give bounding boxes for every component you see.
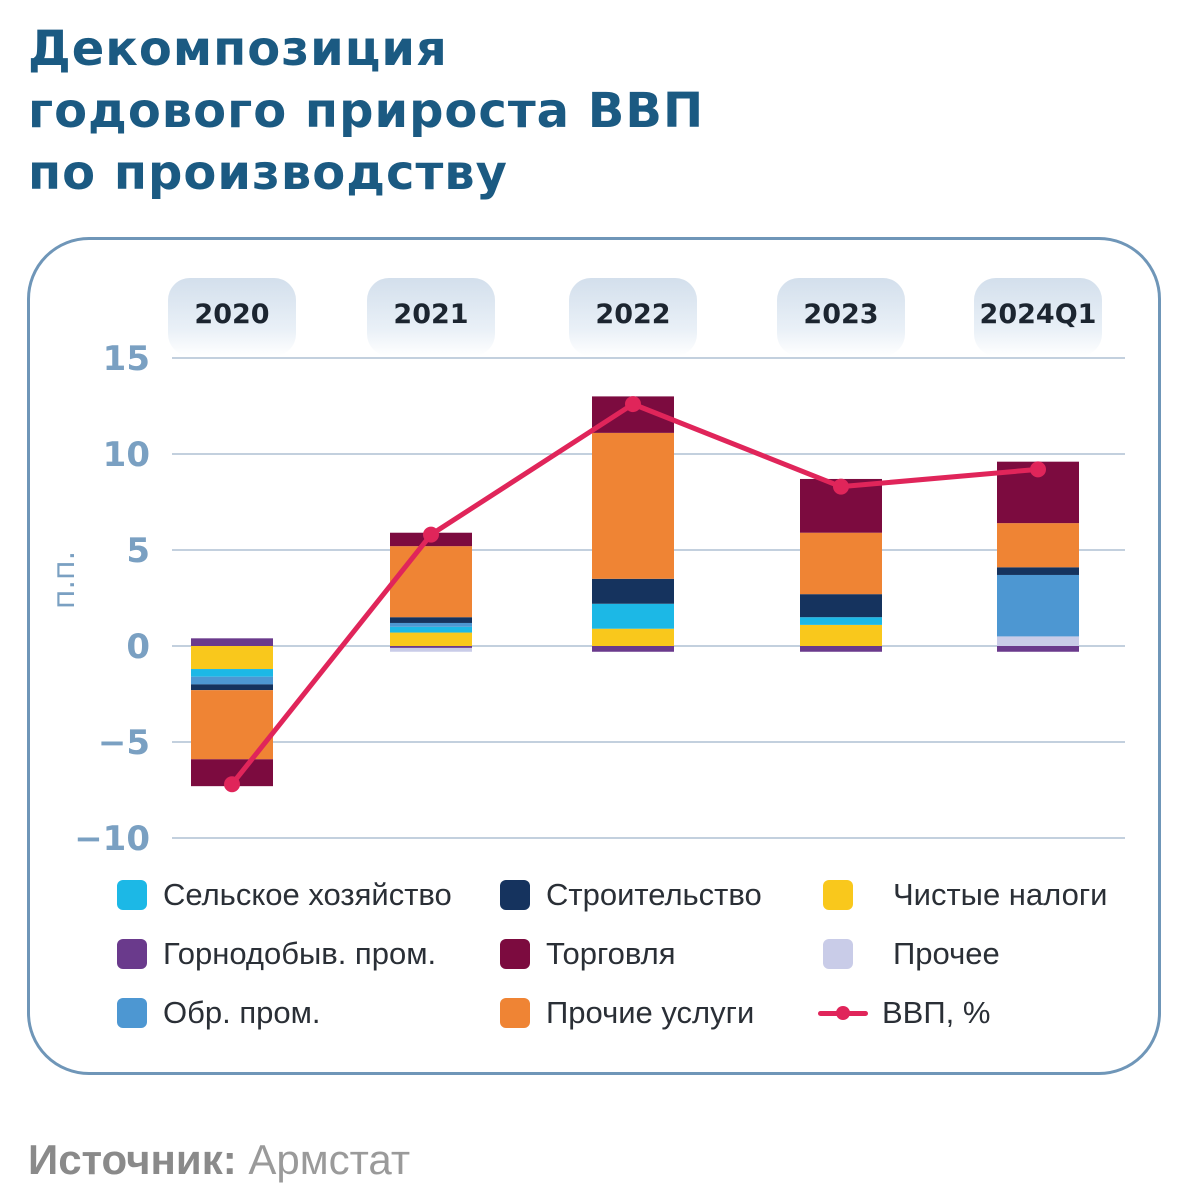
title-line-2: годового прироста ВВП <box>28 83 705 139</box>
category-label: 2021 <box>393 299 468 330</box>
bar-segment-manufacturing <box>997 574 1079 637</box>
gdp-point <box>224 776 240 793</box>
bar-segment-construction <box>592 578 674 604</box>
bar-segment-other <box>390 647 472 652</box>
bar-segment-mining <box>592 646 674 652</box>
category-tab <box>367 278 495 356</box>
category-tab <box>168 278 296 356</box>
bar-segment-other <box>997 636 1079 646</box>
category-label: 2022 <box>595 299 670 330</box>
bar-segment-mining <box>390 646 472 648</box>
bar-segment-net_taxes <box>800 624 882 646</box>
bar-segment-services <box>592 432 674 579</box>
bar-segment-manufacturing <box>390 622 472 627</box>
category-tab <box>974 278 1102 356</box>
bar-segment-services <box>800 532 882 595</box>
title-line-3: по производству <box>28 145 508 201</box>
y-tick-label: 0 <box>126 627 150 667</box>
gdp-point <box>1030 461 1046 478</box>
bar-segment-net_taxes <box>592 628 674 646</box>
bar-segment-mining <box>997 646 1079 652</box>
bar-segment-agriculture <box>592 603 674 629</box>
bar-segment-net_taxes <box>191 646 273 670</box>
source-value: Армстат <box>248 1136 411 1183</box>
bar-segment-services <box>997 523 1079 568</box>
y-tick-label: −10 <box>74 819 150 859</box>
y-tick-label: 10 <box>103 435 150 475</box>
gdp-point <box>625 396 641 413</box>
bar-segment-net_taxes <box>390 632 472 646</box>
bar-segment-agriculture <box>390 626 472 633</box>
category-label: 2023 <box>803 299 878 330</box>
gdp-point <box>423 526 439 543</box>
category-tab <box>569 278 697 356</box>
bar-segment-construction <box>997 567 1079 575</box>
source-note: Источник: Армстат <box>28 1136 410 1184</box>
gdp-point <box>833 478 849 495</box>
bar-segment-mining <box>800 646 882 652</box>
y-tick-label: 15 <box>103 339 150 379</box>
bar-segment-manufacturing <box>191 676 273 685</box>
bar-segment-construction <box>191 684 273 691</box>
title-line-1: Декомпозиция <box>28 21 448 77</box>
bar-segment-agriculture <box>191 669 273 677</box>
y-tick-label: −5 <box>98 723 150 763</box>
bar-segment-construction <box>800 594 882 618</box>
source-label: Источник: <box>28 1136 237 1183</box>
bar-segment-services <box>390 546 472 618</box>
y-tick-label: 5 <box>126 531 150 571</box>
y-axis-label: п.п. <box>47 551 82 609</box>
category-label: 2020 <box>194 299 269 330</box>
bar-segment-agriculture <box>800 617 882 625</box>
bar-segment-mining <box>191 638 273 646</box>
category-tab <box>777 278 905 356</box>
category-label: 2024Q1 <box>980 299 1097 330</box>
chart-title: Декомпозиция годового прироста ВВП по пр… <box>28 18 1128 204</box>
bar-segment-construction <box>390 617 472 623</box>
